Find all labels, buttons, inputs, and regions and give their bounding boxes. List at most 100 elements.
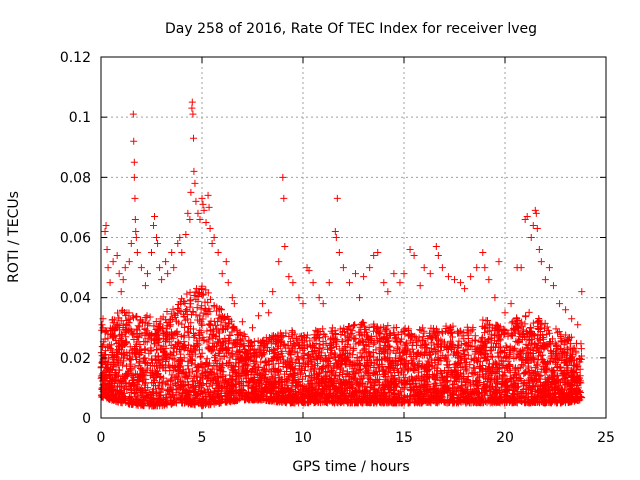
data-point bbox=[467, 327, 475, 335]
data-point bbox=[158, 402, 166, 410]
data-point bbox=[198, 321, 206, 329]
data-point bbox=[155, 338, 163, 346]
data-point bbox=[537, 345, 545, 353]
data-point bbox=[143, 364, 151, 372]
data-point bbox=[250, 345, 258, 353]
data-point bbox=[562, 370, 570, 378]
data-point bbox=[355, 360, 363, 368]
data-point bbox=[329, 334, 337, 342]
data-point bbox=[356, 331, 364, 339]
data-point bbox=[514, 383, 522, 391]
data-point bbox=[184, 362, 192, 370]
data-point bbox=[130, 390, 138, 398]
data-point bbox=[130, 330, 138, 338]
data-point bbox=[331, 327, 339, 335]
data-point bbox=[529, 369, 537, 377]
data-point bbox=[345, 390, 353, 398]
data-point bbox=[122, 379, 130, 387]
data-point bbox=[285, 395, 293, 403]
data-point bbox=[478, 365, 486, 373]
data-point bbox=[143, 396, 151, 404]
data-point bbox=[481, 337, 489, 345]
data-point bbox=[385, 342, 393, 350]
data-point bbox=[547, 372, 555, 380]
data-point bbox=[491, 376, 499, 384]
data-point bbox=[174, 374, 182, 382]
data-point bbox=[412, 336, 420, 344]
data-point bbox=[335, 360, 343, 368]
data-point bbox=[330, 388, 338, 396]
data-point bbox=[412, 352, 420, 360]
data-point bbox=[342, 355, 350, 363]
data-point bbox=[429, 385, 437, 393]
data-point bbox=[435, 328, 443, 336]
data-point bbox=[212, 342, 220, 350]
data-point bbox=[431, 376, 439, 384]
data-point bbox=[342, 389, 350, 397]
data-point bbox=[142, 329, 150, 337]
data-point bbox=[352, 393, 360, 401]
data-point bbox=[309, 342, 317, 350]
data-point bbox=[372, 368, 380, 376]
data-point bbox=[295, 377, 303, 385]
data-point bbox=[135, 323, 143, 331]
data-point bbox=[557, 399, 565, 407]
data-point bbox=[485, 320, 493, 328]
data-point bbox=[185, 341, 193, 349]
data-point bbox=[339, 367, 347, 375]
data-point bbox=[127, 325, 135, 333]
data-point bbox=[281, 377, 289, 385]
data-point bbox=[322, 372, 330, 380]
data-point bbox=[412, 382, 420, 390]
data-point bbox=[512, 353, 520, 361]
data-point bbox=[486, 347, 494, 355]
data-point bbox=[441, 354, 449, 362]
data-point bbox=[496, 348, 504, 356]
data-point bbox=[525, 308, 533, 316]
data-point bbox=[404, 377, 412, 385]
data-point bbox=[328, 350, 336, 358]
data-point bbox=[460, 370, 468, 378]
data-point bbox=[549, 335, 557, 343]
data-point bbox=[361, 361, 369, 369]
data-point bbox=[108, 376, 116, 384]
data-point bbox=[259, 366, 267, 374]
data-point bbox=[181, 299, 189, 307]
data-point bbox=[300, 359, 308, 367]
data-point bbox=[185, 350, 193, 358]
data-point bbox=[557, 331, 565, 339]
data-point bbox=[511, 329, 519, 337]
data-point bbox=[324, 362, 332, 370]
data-point bbox=[133, 383, 141, 391]
data-point bbox=[185, 380, 193, 388]
data-point bbox=[534, 344, 542, 352]
data-point bbox=[218, 316, 226, 324]
data-point bbox=[275, 351, 283, 359]
data-point bbox=[493, 386, 501, 394]
data-point bbox=[116, 376, 124, 384]
data-point bbox=[216, 355, 224, 363]
data-point bbox=[412, 379, 420, 387]
data-point bbox=[203, 385, 211, 393]
data-point bbox=[483, 378, 491, 386]
data-point bbox=[122, 327, 130, 335]
data-point bbox=[295, 397, 303, 405]
data-point bbox=[429, 347, 437, 355]
data-point bbox=[479, 342, 487, 350]
data-point bbox=[312, 386, 320, 394]
data-point bbox=[528, 375, 536, 383]
data-point bbox=[106, 365, 114, 373]
data-point bbox=[284, 356, 292, 364]
data-point bbox=[271, 377, 279, 385]
data-point bbox=[167, 376, 175, 384]
data-point bbox=[527, 327, 535, 335]
data-point bbox=[313, 371, 321, 379]
data-point bbox=[500, 347, 508, 355]
data-point bbox=[513, 314, 521, 322]
data-point bbox=[539, 358, 547, 366]
data-point bbox=[508, 319, 516, 327]
data-point bbox=[244, 362, 252, 370]
data-point bbox=[278, 347, 286, 355]
data-point bbox=[373, 361, 381, 369]
data-point bbox=[541, 325, 549, 333]
